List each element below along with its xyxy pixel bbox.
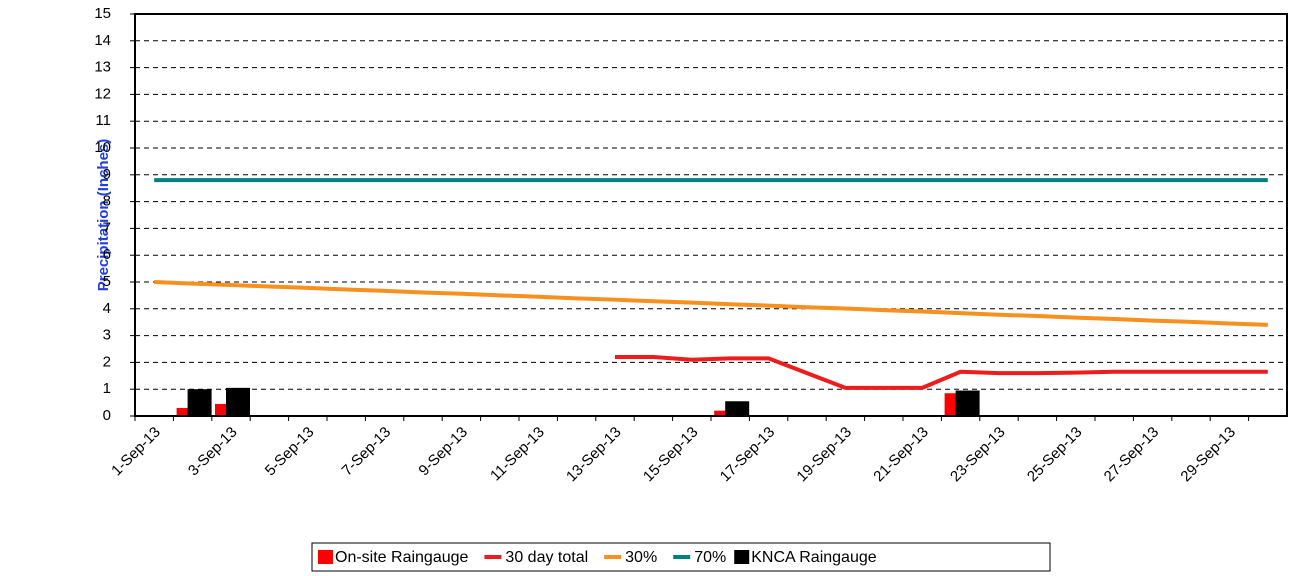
x-tick-label: 25-Sep-13 [1024, 424, 1086, 486]
x-tick-label: 7-Sep-13 [339, 424, 395, 480]
x-tick-label: 21-Sep-13 [870, 424, 932, 486]
y-tick-label: 3 [103, 327, 111, 344]
y-tick-label: 8 [103, 193, 111, 210]
y-tick-label: 6 [103, 246, 111, 263]
bar [226, 387, 250, 416]
legend-label: KNCA Raingauge [751, 549, 877, 566]
x-tick-label: 9-Sep-13 [415, 424, 471, 480]
y-tick-label: 4 [103, 300, 111, 317]
x-tick-label: 1-Sep-13 [108, 424, 164, 480]
y-tick-label: 1 [103, 380, 111, 397]
y-axis-label: Precipitation (Inches) [95, 139, 112, 292]
x-tick-label: 17-Sep-13 [717, 424, 779, 486]
y-tick-label: 14 [94, 32, 111, 49]
x-tick-label: 19-Sep-13 [793, 424, 855, 486]
x-tick-label: 11-Sep-13 [487, 424, 548, 485]
x-tick-label: 27-Sep-13 [1101, 424, 1163, 486]
x-tick-label: 13-Sep-13 [563, 424, 625, 486]
y-tick-label: 2 [103, 353, 111, 370]
bar [725, 401, 750, 416]
y-tick-label: 5 [103, 273, 111, 290]
x-tick-label: 5-Sep-13 [262, 424, 318, 480]
y-tick-label: 12 [94, 85, 111, 102]
y-tick-label: 0 [103, 407, 111, 424]
y-tick-label: 11 [95, 112, 111, 129]
y-tick-label: 9 [103, 166, 111, 183]
legend-swatch [734, 550, 750, 564]
bar [187, 389, 212, 416]
x-tick-label: 3-Sep-13 [185, 424, 241, 480]
legend-label: On-site Raingauge [335, 549, 469, 566]
y-tick-label: 10 [94, 139, 111, 156]
y-tick-label: 7 [103, 219, 111, 236]
line [615, 355, 1268, 390]
plot-area [134, 13, 1288, 417]
y-tick-label: 13 [94, 59, 111, 76]
x-tick-label: 23-Sep-13 [947, 424, 1009, 486]
x-tick-label: 29-Sep-13 [1177, 424, 1239, 486]
y-tick-label: 15 [94, 5, 111, 22]
legend-label: 30% [625, 549, 657, 566]
legend-label: 70% [694, 549, 726, 566]
x-tick-label: 15-Sep-13 [640, 424, 702, 486]
bar [955, 390, 980, 416]
legend-swatch [318, 550, 333, 564]
line [154, 280, 1268, 327]
legend-label: 30 day total [505, 549, 588, 566]
